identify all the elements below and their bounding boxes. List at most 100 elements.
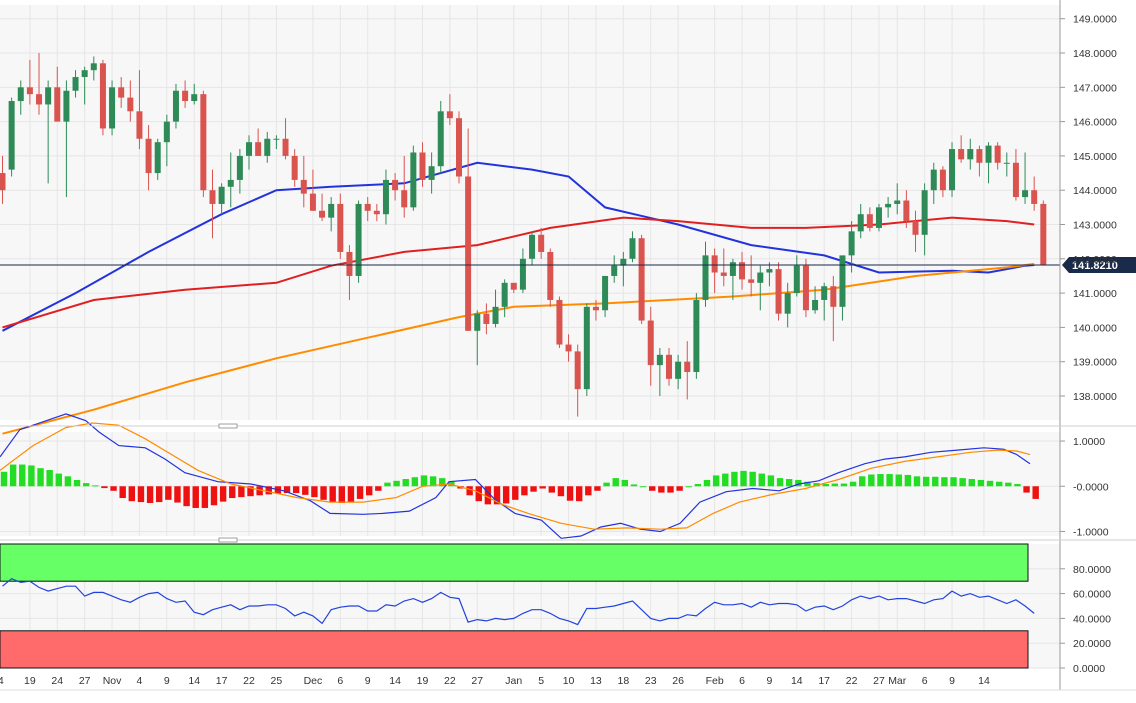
candle	[282, 118, 289, 160]
histogram-bar	[439, 478, 446, 487]
x-tick-label: 17	[216, 675, 228, 687]
candle-body	[739, 262, 746, 280]
candle	[985, 142, 992, 184]
candle-body	[419, 152, 426, 180]
candle-body	[109, 87, 116, 129]
histogram-bar	[146, 486, 154, 503]
candle	[264, 131, 271, 163]
oscillator-fast-line	[0, 413, 1031, 539]
histogram-bar	[913, 476, 921, 487]
candle-body	[885, 203, 892, 208]
x-tick-label: 10	[563, 675, 575, 687]
candle-body	[1040, 203, 1047, 265]
candle-body	[693, 299, 700, 372]
candle-body	[401, 190, 408, 208]
candle	[720, 248, 727, 287]
candle	[109, 80, 116, 136]
candle	[1022, 152, 1029, 204]
histogram-bar	[82, 483, 90, 487]
y-tick-label: 20.0000	[1073, 638, 1111, 650]
histogram-bar	[621, 479, 629, 487]
histogram-bar	[575, 486, 583, 502]
candle	[748, 255, 755, 297]
y-tick-label: 142.0000	[1073, 254, 1117, 266]
candle-body	[656, 354, 663, 366]
candle-body	[583, 306, 590, 390]
candle	[830, 275, 837, 342]
candle-body	[127, 97, 134, 112]
y-tick-label: 139.0000	[1073, 357, 1117, 369]
candle-body	[8, 101, 15, 170]
x-tick-label: 27	[79, 675, 91, 687]
candle-body	[967, 149, 974, 160]
candle-body	[866, 214, 873, 228]
candle	[976, 145, 983, 177]
candle	[638, 234, 645, 324]
x-tick-label: 19	[24, 675, 36, 687]
candle	[410, 145, 417, 211]
candle	[218, 183, 225, 215]
candle	[291, 149, 298, 187]
histogram-bar	[685, 486, 692, 488]
histogram-bar	[731, 471, 738, 487]
x-tick-label: 14	[978, 675, 990, 687]
candle	[574, 344, 581, 417]
histogram-bar	[384, 482, 391, 487]
candle-body	[875, 207, 882, 228]
candle-body	[72, 77, 79, 91]
candle	[647, 306, 654, 386]
candle	[492, 289, 499, 328]
candle-body	[994, 145, 1001, 163]
candle	[328, 197, 335, 232]
candle-body	[958, 149, 965, 160]
candle	[246, 135, 253, 170]
candle	[0, 155, 6, 204]
x-tick-label: Nov	[103, 675, 122, 687]
histogram-bar	[950, 477, 957, 487]
y-tick-label: 144.0000	[1073, 185, 1117, 197]
histogram-bar	[64, 476, 72, 487]
candle-body	[236, 155, 243, 180]
candle	[921, 183, 928, 256]
histogram-bar	[229, 486, 236, 499]
candle-body	[729, 262, 736, 276]
histogram-bar	[174, 486, 181, 503]
histogram-bar	[366, 486, 373, 496]
candle	[693, 293, 700, 379]
histogram-bar	[1014, 484, 1021, 487]
candle	[227, 152, 234, 208]
y-tick-label: 145.0000	[1073, 151, 1117, 163]
candle-body	[26, 87, 33, 95]
candle-body	[81, 70, 88, 78]
candle-body	[163, 121, 170, 143]
histogram-bar	[676, 486, 683, 491]
histogram-bar	[977, 479, 985, 487]
candle-body	[784, 293, 791, 314]
histogram-bar	[932, 476, 939, 487]
x-tick-label: Jan	[505, 675, 522, 687]
panel-resize-handle	[218, 423, 238, 429]
candle	[848, 221, 855, 273]
x-tick-label: 26	[672, 675, 684, 687]
candle	[1003, 152, 1010, 177]
histogram-bar	[219, 486, 227, 502]
histogram-bar	[521, 486, 528, 496]
candle-body	[1031, 190, 1038, 204]
candle-body	[474, 313, 481, 331]
candle-body	[702, 255, 709, 300]
candle-body	[382, 179, 389, 215]
candle	[839, 255, 846, 321]
histogram-bar	[475, 486, 482, 502]
histogram-bar	[904, 474, 912, 487]
last-price-label: 141.8210	[1072, 260, 1118, 272]
candle-body	[0, 173, 6, 191]
candle	[200, 90, 207, 198]
candle	[903, 190, 910, 228]
candle	[136, 70, 143, 150]
candle	[592, 299, 599, 321]
candle-body	[200, 94, 207, 191]
candle-body	[675, 361, 682, 379]
histogram-bar	[92, 485, 99, 487]
